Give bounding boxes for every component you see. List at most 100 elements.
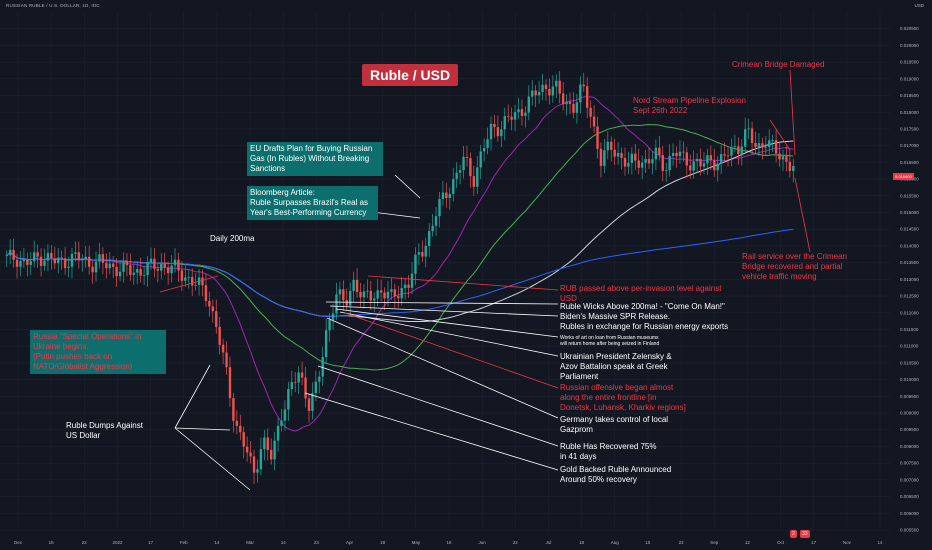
candle-body (297, 372, 300, 383)
y-tick-label: 0.007000 (900, 477, 919, 482)
candle-body (476, 167, 479, 187)
candle-body (616, 153, 620, 157)
candle-body (74, 252, 77, 254)
candle-body (441, 192, 445, 200)
candle-body (32, 252, 36, 262)
candle-body (87, 256, 91, 267)
candle-body (390, 289, 393, 292)
annotation-nord-stream: Nord Stream Pipeline Explosion Sept 26th… (633, 96, 746, 115)
candle-body (733, 146, 737, 148)
candle-body (283, 409, 287, 421)
y-tick-label: 0.019500 (900, 60, 919, 65)
annotation-arrow (335, 308, 559, 338)
candle-body (654, 147, 658, 160)
candle-body (448, 193, 452, 199)
candle-body (792, 165, 795, 171)
event-badge-2[interactable]: 33 (800, 530, 810, 538)
x-tick-label: 17 (811, 540, 817, 545)
candle-body (39, 256, 43, 266)
candle-body (400, 288, 403, 299)
candle-body (122, 260, 125, 272)
annotation-germany-gazprom: Germany takes control of local Gazprom (560, 415, 669, 434)
candle-body (43, 260, 46, 266)
candle-body (115, 266, 118, 277)
candle-body (582, 84, 585, 87)
candle-body (661, 155, 664, 171)
candle-body (637, 160, 640, 168)
y-tick-label: 0.008500 (900, 427, 919, 432)
candle-body (215, 311, 218, 327)
y-tick-label: 0.018000 (900, 110, 919, 115)
candle-body (455, 172, 458, 180)
y-tick-label: 0.010000 (900, 377, 919, 382)
candle-body (675, 152, 678, 157)
x-tick-label: Sep (710, 540, 719, 545)
candle-body (146, 262, 149, 276)
candle-body (12, 249, 15, 260)
symbol-header[interactable]: RUSSIAN RUBLE / U.S. DOLLAR, 1D, IDC (6, 3, 100, 8)
x-tick-label: 14 (281, 540, 287, 545)
candle-body (723, 154, 726, 156)
last-price-label: 0.016400 (893, 173, 914, 180)
candle-body (496, 127, 500, 137)
y-tick-label: 0.017500 (900, 126, 919, 131)
candle-body (136, 269, 139, 273)
candle-body (376, 290, 379, 299)
candle-body (489, 123, 493, 140)
annotation-recovered-75: Ruble Has Recovered 75% in 41 days (560, 442, 657, 461)
candle-body (328, 319, 331, 331)
candle-body (208, 300, 211, 307)
candle-body (232, 398, 235, 421)
candle-body (173, 259, 177, 266)
y-tick-label: 0.006500 (900, 494, 919, 499)
candle-body (142, 275, 146, 276)
candle-body (287, 389, 290, 410)
candle-body (551, 86, 555, 96)
y-tick-label: 0.011500 (900, 327, 919, 332)
y-tick-label: 0.013000 (900, 277, 919, 282)
candle-body (348, 290, 352, 306)
candle-body (166, 267, 170, 274)
x-tick-label: 14 (214, 540, 220, 545)
candle-body (218, 326, 221, 345)
candle-body (373, 298, 376, 301)
candle-body (111, 263, 115, 267)
y-tick-label: 0.013500 (900, 260, 919, 265)
candle-body (438, 199, 441, 217)
y-tick-label: 0.020000 (900, 43, 919, 48)
x-tick-label: 22 (513, 540, 519, 545)
annotation-arrow (339, 311, 559, 357)
candle-body (170, 265, 173, 274)
candle-body (156, 268, 160, 271)
candle-body (190, 276, 194, 286)
event-badge-1[interactable]: 2 (790, 530, 797, 538)
candle-body (280, 420, 283, 426)
y-tick-label: 0.009500 (900, 394, 919, 399)
candle-body (510, 116, 513, 120)
candle-body (60, 257, 63, 259)
x-tick-label: 12 (745, 540, 751, 545)
annotation-daily-200ma: Daily 200ma (210, 234, 255, 243)
candle-body (737, 146, 740, 155)
candle-body (242, 432, 245, 447)
candle-body (180, 270, 184, 281)
candle-body (318, 376, 321, 382)
candle-body (747, 128, 750, 130)
x-tick-label: Jul (546, 540, 552, 545)
candle-body (630, 153, 634, 163)
candle-body (740, 146, 743, 155)
candle-body (682, 151, 685, 153)
candle-body (414, 254, 417, 274)
candle-body (386, 291, 390, 299)
candle-body (664, 170, 668, 172)
candle-body (338, 289, 342, 295)
candle-body (77, 252, 81, 260)
x-tick-label: 22 (679, 540, 685, 545)
y-tick-label: 0.012500 (900, 294, 919, 299)
candle-body (424, 245, 427, 257)
y-tick-label: 0.014000 (900, 243, 919, 248)
x-tick-label: 2022 (112, 540, 123, 545)
y-tick-label: 0.020500 (900, 26, 919, 31)
candle-body (362, 291, 366, 298)
